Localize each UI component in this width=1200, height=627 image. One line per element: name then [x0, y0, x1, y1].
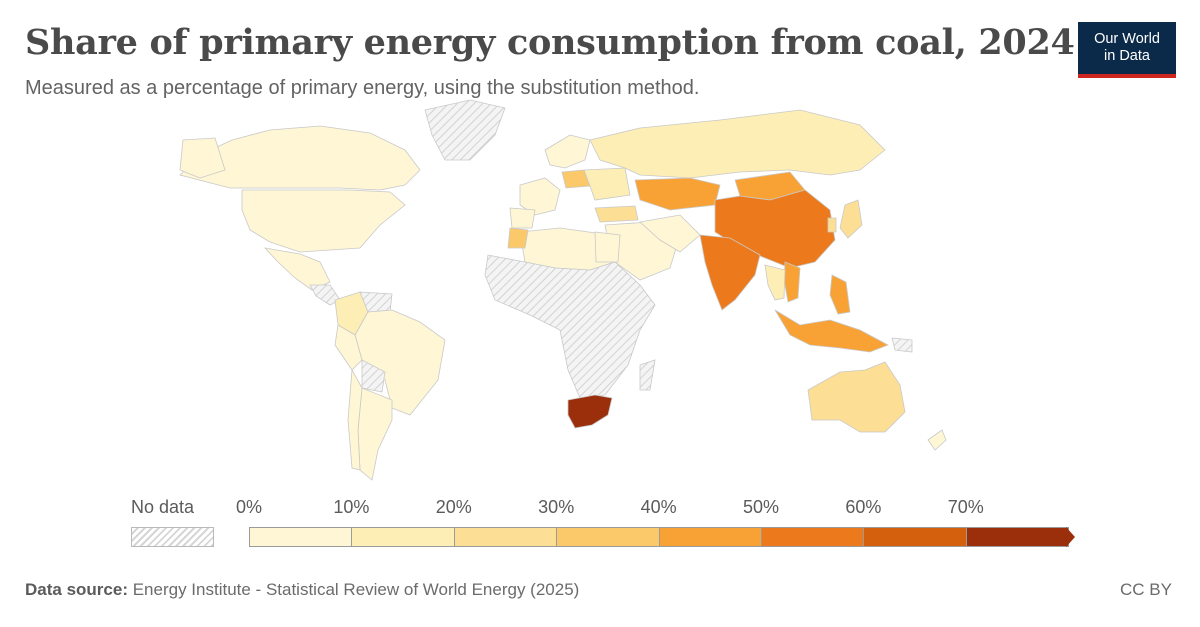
region-sub-saharan-africa[interactable] — [484, 254, 656, 399]
region-canada[interactable] — [179, 125, 421, 191]
legend-tick-label: 30% — [538, 497, 575, 517]
region-eastern-europe[interactable] — [583, 167, 631, 201]
region-indonesia[interactable] — [774, 309, 889, 353]
logo-line-1: Our World — [1094, 31, 1160, 47]
legend-bin-0[interactable] — [249, 527, 353, 547]
legend-tick-label: 70% — [947, 497, 984, 517]
data-source: Data source: Energy Institute - Statisti… — [25, 580, 579, 600]
chart-subtitle: Measured as a percentage of primary ener… — [25, 77, 700, 99]
region-egypt[interactable] — [594, 231, 621, 263]
region-scandinavia[interactable] — [544, 134, 591, 169]
region-bolivia[interactable] — [361, 359, 386, 393]
region-kazakhstan[interactable] — [634, 177, 721, 211]
legend-bin-3[interactable] — [556, 527, 660, 547]
legend-bin-7[interactable] — [965, 527, 1070, 547]
license-label[interactable]: CC BY — [1120, 580, 1172, 599]
region-india[interactable] — [699, 234, 761, 311]
chart-title: Share of primary energy consumption from… — [25, 22, 1075, 63]
legend-bin-1[interactable] — [351, 527, 455, 547]
data-source-text[interactable]: Energy Institute - Statistical Review of… — [132, 580, 580, 599]
legend-bin-2[interactable] — [453, 527, 558, 547]
legend-no-data-label: No data — [131, 497, 195, 517]
region-morocco[interactable] — [507, 227, 529, 249]
region-new-zealand[interactable] — [927, 429, 947, 451]
region-argentina[interactable] — [357, 387, 393, 481]
region-peru[interactable] — [334, 324, 363, 371]
region-iran[interactable] — [639, 214, 701, 253]
region-japan[interactable] — [839, 199, 863, 239]
legend-tick-label: 0% — [235, 497, 263, 517]
logo-line-2: in Data — [1104, 48, 1150, 64]
region-papua-new-guinea[interactable] — [891, 337, 913, 353]
legend-bin-6[interactable] — [863, 527, 967, 547]
region-philippines[interactable] — [829, 274, 851, 315]
legend-tick-label: 40% — [640, 497, 677, 517]
region-greenland[interactable] — [424, 99, 506, 161]
region-western-europe[interactable] — [519, 177, 561, 216]
region-alaska[interactable] — [179, 137, 226, 179]
region-turkey[interactable] — [594, 205, 639, 223]
legend-bin-4[interactable] — [658, 527, 762, 547]
region-south-africa[interactable] — [567, 394, 613, 429]
legend-bin-5[interactable] — [761, 527, 865, 547]
owid-logo[interactable]: Our World in Data — [1078, 22, 1176, 78]
region-south-korea[interactable] — [827, 217, 837, 233]
region-chile[interactable] — [347, 368, 363, 471]
data-source-label: Data source: — [25, 580, 128, 599]
legend-tick-label: 60% — [845, 497, 882, 517]
legend-no-data-swatch[interactable] — [131, 527, 214, 547]
region-thailand[interactable] — [764, 264, 786, 301]
region-united-states[interactable] — [241, 189, 406, 253]
region-mexico[interactable] — [263, 247, 331, 291]
legend-tick-label: 50% — [742, 497, 780, 517]
region-russia[interactable] — [589, 109, 886, 179]
legend-tick-label: 20% — [435, 497, 472, 517]
legend-arrow-icon — [1066, 527, 1075, 547]
region-madagascar[interactable] — [639, 359, 656, 391]
legend-tick-label: 10% — [333, 497, 370, 517]
region-iberia[interactable] — [509, 207, 536, 229]
region-australia[interactable] — [807, 361, 906, 433]
region-vietnam[interactable] — [783, 261, 801, 303]
